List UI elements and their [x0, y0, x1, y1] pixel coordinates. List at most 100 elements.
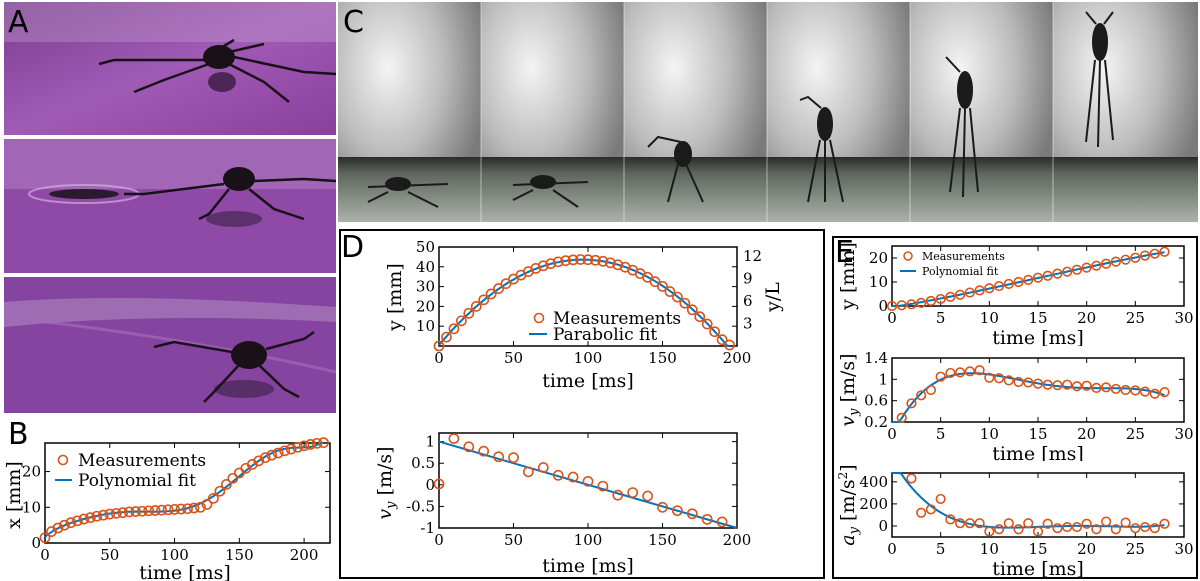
x-tick-label: 20	[1077, 540, 1096, 558]
y2-tick-label: 12	[743, 247, 762, 265]
data-point	[175, 503, 187, 515]
data-point	[1052, 268, 1063, 279]
data-point	[253, 455, 265, 467]
data-point	[1032, 378, 1044, 389]
data-point	[964, 287, 975, 298]
data-point	[925, 295, 937, 307]
data-point	[298, 440, 310, 452]
x-tick-label: 25	[1126, 309, 1145, 327]
data-point	[470, 301, 482, 312]
data-point	[1023, 377, 1034, 388]
data-point	[627, 487, 639, 498]
data-point	[604, 257, 616, 269]
data-point	[590, 254, 601, 266]
data-point	[552, 256, 564, 268]
fit-line	[892, 372, 1165, 423]
data-point	[964, 518, 975, 529]
y-tick-label: 0.5	[411, 454, 435, 472]
x-tick-label: 30	[1174, 309, 1193, 327]
data-point	[671, 291, 683, 303]
data-point	[1052, 380, 1063, 391]
data-point	[1091, 260, 1102, 271]
x-tick-label: 20	[1077, 425, 1096, 443]
data-point	[78, 513, 90, 525]
x-axis-label-e-middle: time [ms]	[992, 443, 1084, 461]
data-point	[1081, 262, 1092, 273]
x-tick-label: 5	[936, 540, 946, 558]
legend-marker-icon	[57, 454, 69, 466]
panel-label-e: E	[835, 235, 854, 270]
data-point	[522, 466, 534, 478]
data-point	[1003, 278, 1014, 290]
data-point	[1042, 379, 1053, 390]
data-point	[642, 490, 653, 502]
data-point	[208, 492, 219, 504]
data-point	[59, 519, 70, 531]
data-point	[955, 367, 966, 378]
data-point	[1110, 383, 1121, 395]
data-point	[993, 524, 1005, 535]
legend-measurements-e: Measurements	[922, 250, 1005, 263]
data-point	[149, 505, 161, 516]
data-point	[91, 510, 103, 522]
data-point	[493, 451, 504, 463]
data-point	[97, 509, 109, 521]
data-point	[448, 323, 460, 335]
legend-polynomial-e: Polynomial fit	[922, 265, 999, 278]
data-point	[1062, 266, 1073, 277]
legend-b: Measurements Polynomial fit	[55, 451, 206, 491]
x-tick-label: 30	[1174, 425, 1193, 443]
x-tick-label: 50	[504, 531, 523, 549]
data-point	[657, 281, 668, 292]
data-point	[1130, 385, 1141, 396]
x-axis-label-e-bottom: time [ms]	[992, 558, 1084, 580]
data-point	[582, 475, 594, 487]
data-point	[575, 254, 586, 265]
data-point	[1149, 388, 1160, 399]
x-tick-label: 100	[574, 531, 603, 549]
data-point	[39, 532, 51, 544]
data-point	[1139, 386, 1151, 397]
y-axis-label-b: x [mm]	[3, 461, 25, 529]
data-point	[130, 506, 142, 517]
data-point	[906, 299, 917, 310]
data-point	[993, 373, 1005, 384]
data-point	[530, 262, 542, 274]
x-tick-label: 200	[290, 546, 319, 564]
data-point	[1110, 524, 1121, 535]
data-point	[597, 480, 609, 492]
legend-parabolic-d: Parabolic fit	[553, 325, 657, 345]
data-point	[201, 499, 213, 510]
x-tick-label: 10	[980, 425, 999, 443]
data-point	[1013, 276, 1024, 288]
data-point	[984, 283, 995, 294]
legend-d: Measurements Parabolic fit	[529, 309, 681, 345]
data-point	[612, 489, 624, 501]
data-point	[984, 526, 995, 537]
data-point	[1101, 516, 1112, 527]
data-point	[1149, 248, 1160, 259]
data-point	[463, 307, 475, 319]
x-axis-label-e-top: time [ms]	[992, 327, 1084, 346]
data-point	[285, 443, 297, 455]
data-point	[1071, 521, 1083, 533]
y-tick-label: 0	[878, 297, 888, 315]
data-point	[686, 304, 698, 316]
data-point	[433, 340, 445, 352]
y-axis-label-e-top: y [mm]	[837, 242, 859, 311]
data-point	[1120, 254, 1131, 265]
x-tick-label: 0	[887, 309, 897, 327]
data-point	[485, 288, 497, 300]
x-tick-label: 0	[887, 540, 897, 558]
data-point	[52, 522, 64, 534]
x-tick-label: 25	[1126, 540, 1145, 558]
data-point	[318, 437, 329, 449]
data-point	[1091, 524, 1102, 535]
data-point	[896, 412, 907, 423]
chart-d-bottom: 0 50 100 150 200 1 0.5 0 -0.5 -1 time [ms] vy [m/…	[374, 432, 751, 577]
x-tick-label: 5	[936, 309, 946, 327]
data-point	[545, 258, 557, 270]
data-point	[974, 518, 985, 529]
x-tick-label: 0	[40, 546, 50, 564]
data-point	[945, 367, 956, 379]
